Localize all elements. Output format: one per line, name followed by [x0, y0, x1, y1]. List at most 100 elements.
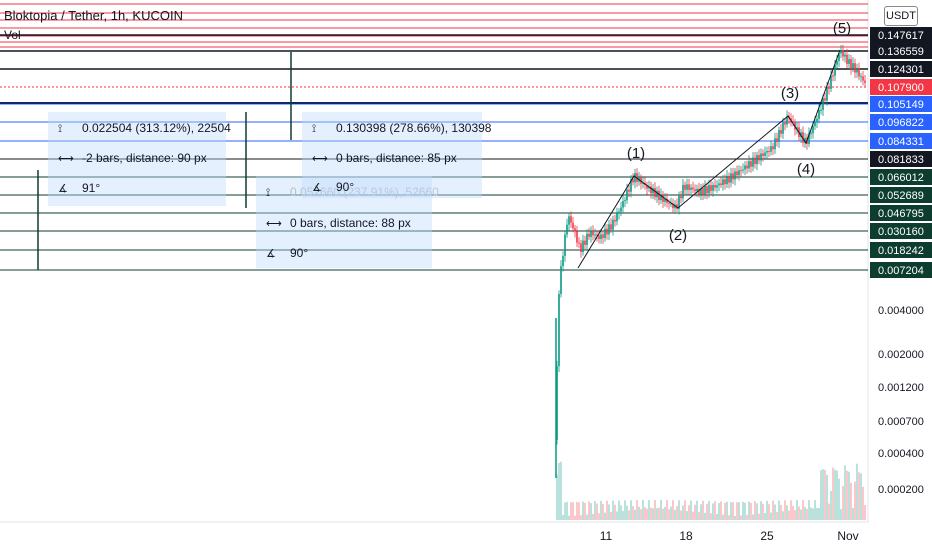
candle-body — [664, 198, 666, 202]
measure-box[interactable]: ⟟ 0.130398 (278.66%), 130398 ⟷ 0 bars, dis… — [302, 112, 491, 198]
volume-bar — [614, 504, 616, 520]
candle-body — [680, 195, 682, 199]
volume-bar — [708, 500, 710, 520]
candle-body — [752, 157, 754, 167]
bar-range-icon: ⟷ — [312, 153, 328, 165]
volume-bar — [604, 512, 606, 520]
price-level-label: 0.046795 — [878, 208, 924, 220]
candle-body — [594, 234, 596, 236]
candle-body — [846, 54, 848, 64]
candle-body — [724, 179, 726, 185]
candle-body — [832, 75, 834, 77]
volume-bar — [852, 507, 854, 520]
price-level-label-bg — [870, 114, 932, 130]
volume-bar — [582, 501, 584, 520]
volume-bar — [834, 469, 836, 520]
y-tick-label: 0.002000 — [878, 349, 924, 361]
candle-body — [844, 54, 846, 57]
volume-bar — [596, 503, 598, 520]
candle-body — [560, 266, 562, 294]
candle-body — [610, 224, 612, 230]
volume-bar — [592, 513, 594, 520]
candle-body — [842, 50, 844, 57]
price-level-label: 0.018242 — [878, 245, 924, 257]
candle-body — [828, 87, 830, 89]
volume-bar — [762, 503, 764, 520]
candle-body — [822, 98, 824, 110]
candle-body — [854, 63, 856, 73]
candle-body — [838, 53, 840, 61]
measure-angle: 90° — [290, 246, 309, 260]
candle-body — [766, 151, 768, 153]
currency-button[interactable]: USDT — [884, 6, 918, 26]
price-level-label: 0.136559 — [878, 46, 924, 58]
volume-bar — [806, 508, 808, 520]
candle-body — [718, 183, 720, 186]
volume-bar — [720, 501, 722, 520]
volume-bar — [776, 511, 778, 520]
price-level-label: 0.052689 — [878, 190, 924, 202]
volume-bar — [856, 463, 858, 520]
volume-bar — [838, 478, 840, 520]
candle-body — [696, 188, 698, 192]
candle-body — [748, 161, 750, 169]
candle-body — [740, 170, 742, 172]
candle-body — [654, 188, 656, 198]
price-level-label: 0.096822 — [878, 117, 924, 129]
volume-bar — [678, 500, 680, 520]
volume-bar — [624, 500, 626, 520]
volume-bar — [702, 500, 704, 520]
price-level-label: 0.081833 — [878, 154, 924, 166]
candle-body — [678, 195, 680, 209]
candle-body — [608, 224, 610, 235]
volume-bar — [828, 503, 830, 520]
volume-bar — [788, 510, 790, 520]
candle-body — [796, 127, 798, 130]
volume-bar — [558, 462, 560, 520]
volume-indicator-label[interactable]: Vol — [4, 28, 21, 42]
volume-bar — [836, 470, 838, 520]
volume-bar — [662, 508, 664, 520]
candle-body — [568, 216, 570, 225]
volume-bar — [860, 473, 862, 520]
candle-body — [692, 187, 694, 190]
measure-box[interactable]: ⟟ 0.022504 (313.12%), 22504 ⟷ -2 bars, dis… — [48, 112, 231, 206]
volume-bar — [784, 500, 786, 520]
volume-bar — [738, 502, 740, 520]
candle-body — [576, 231, 578, 243]
price-level-label: 0.105149 — [878, 99, 924, 111]
volume-bar — [664, 507, 666, 520]
volume-bar — [674, 509, 676, 520]
volume-bar — [556, 474, 558, 520]
candle-body — [562, 256, 564, 267]
x-tick-label: 11 — [600, 529, 613, 543]
candle-body — [720, 183, 722, 185]
wave-label: (1) — [627, 145, 645, 162]
candle-body — [668, 202, 670, 204]
volume-bar — [748, 501, 750, 520]
volume-bar — [764, 513, 766, 520]
volume-bar — [690, 500, 692, 520]
x-tick-label: Nov — [837, 529, 858, 543]
volume-bar — [712, 503, 714, 520]
price-range-icon: ⟟ — [266, 187, 271, 199]
candle-body — [666, 198, 668, 203]
candle-body — [800, 132, 802, 137]
volume-bar — [734, 515, 736, 520]
volume-bar — [572, 502, 574, 520]
volume-bar — [622, 510, 624, 520]
volume-bar — [562, 515, 564, 520]
measure-box[interactable]: ⟟ 0.052660 (237.91%), 52660 ⟷ 0 bars, dist… — [256, 176, 439, 268]
price-level-label-bg — [870, 223, 932, 239]
volume-bar — [714, 501, 716, 520]
volume-bar — [612, 500, 614, 520]
candle-body — [624, 200, 626, 202]
candle-body — [592, 230, 594, 236]
volume-bar — [710, 513, 712, 520]
price-level-label-bg — [870, 242, 932, 258]
volume-bar — [848, 471, 850, 520]
volume-bar — [752, 514, 754, 520]
candle-body — [580, 243, 582, 252]
volume-bar — [808, 500, 810, 520]
